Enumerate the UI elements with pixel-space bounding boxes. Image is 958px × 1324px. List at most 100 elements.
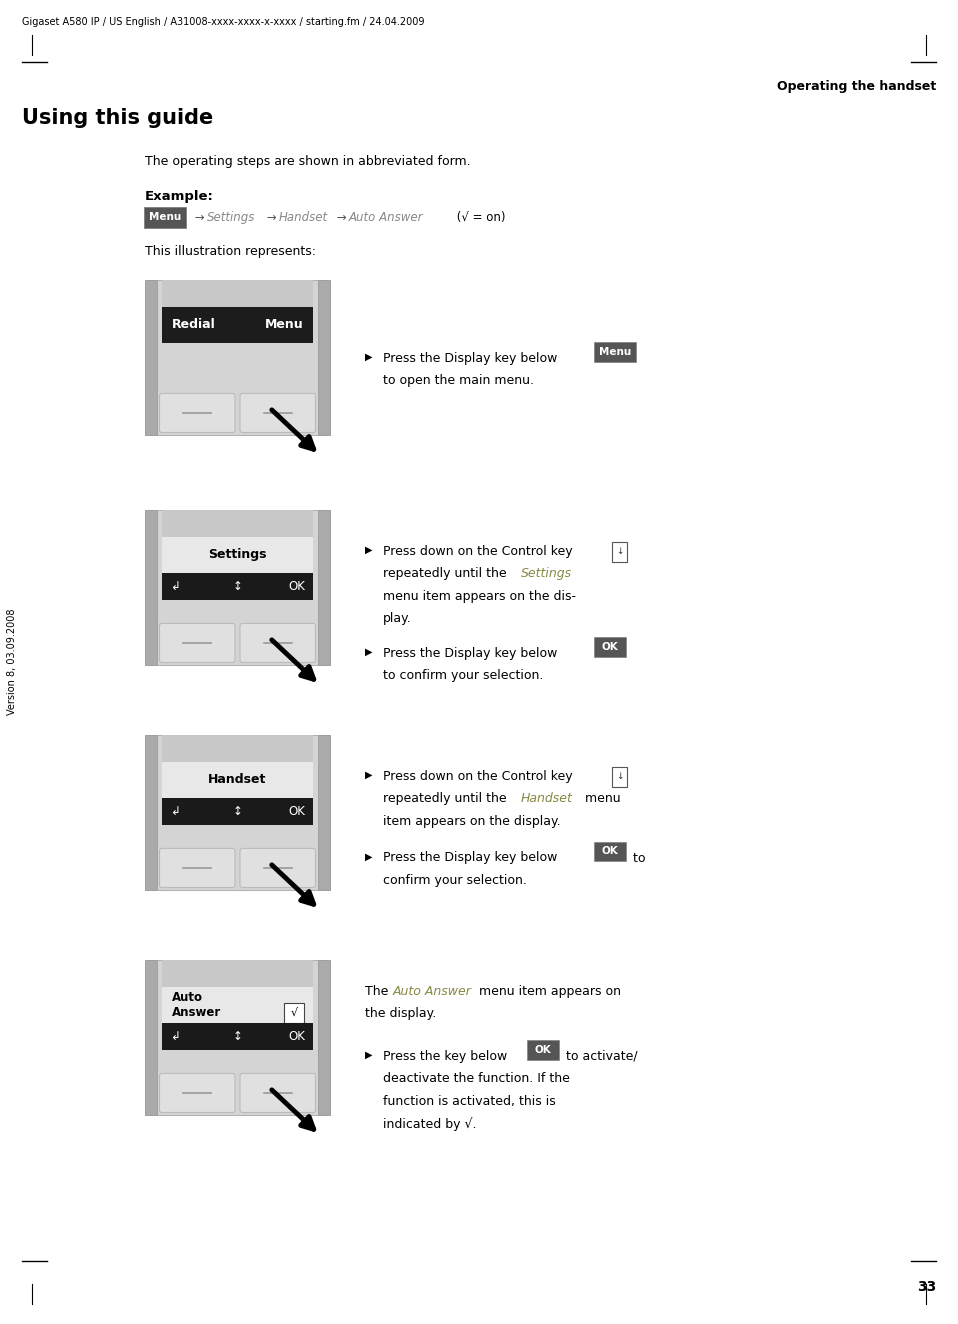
Text: ▶: ▶ bbox=[365, 851, 373, 862]
Bar bbox=[318, 279, 330, 436]
Text: (√ = on): (√ = on) bbox=[453, 211, 506, 224]
Text: to: to bbox=[629, 851, 646, 865]
Text: to activate/: to activate/ bbox=[562, 1050, 638, 1063]
Text: OK: OK bbox=[288, 580, 305, 593]
Text: Auto Answer: Auto Answer bbox=[349, 211, 423, 224]
Text: OK: OK bbox=[535, 1045, 552, 1055]
Text: menu item appears on the dis-: menu item appears on the dis- bbox=[383, 591, 576, 602]
Text: →: → bbox=[333, 211, 351, 224]
Text: to open the main menu.: to open the main menu. bbox=[383, 375, 534, 388]
Bar bbox=[162, 1023, 313, 1050]
Bar bbox=[162, 573, 313, 600]
Text: function is activated, this is: function is activated, this is bbox=[383, 1095, 556, 1108]
Bar bbox=[157, 735, 318, 890]
Text: Using this guide: Using this guide bbox=[22, 109, 214, 128]
Bar bbox=[318, 735, 330, 890]
Bar bbox=[145, 510, 157, 665]
Bar bbox=[157, 510, 318, 665]
Text: menu: menu bbox=[581, 793, 621, 805]
Text: Gigaset A580 IP / US English / A31008-xxxx-xxxx-x-xxxx / starting.fm / 24.04.200: Gigaset A580 IP / US English / A31008-xx… bbox=[22, 17, 424, 26]
Bar bbox=[145, 279, 157, 436]
Text: Handset: Handset bbox=[521, 793, 573, 805]
Text: ▶: ▶ bbox=[365, 771, 373, 780]
Bar bbox=[157, 960, 318, 1115]
Bar bbox=[318, 960, 330, 1115]
Bar bbox=[162, 960, 313, 986]
Text: Press the Display key below: Press the Display key below bbox=[383, 352, 561, 365]
Text: √: √ bbox=[290, 1008, 298, 1018]
Text: Redial: Redial bbox=[172, 319, 216, 331]
Text: OK: OK bbox=[602, 642, 618, 651]
Text: Settings: Settings bbox=[521, 568, 572, 580]
Bar bbox=[318, 510, 330, 665]
Text: Version 8, 03.09.2008: Version 8, 03.09.2008 bbox=[7, 609, 17, 715]
Text: OK: OK bbox=[602, 846, 618, 857]
Text: ↓: ↓ bbox=[616, 772, 624, 781]
Text: Example:: Example: bbox=[145, 191, 214, 203]
Text: Handset: Handset bbox=[208, 773, 266, 786]
Text: ▶: ▶ bbox=[365, 647, 373, 657]
FancyBboxPatch shape bbox=[527, 1041, 559, 1059]
Text: Press the key below: Press the key below bbox=[383, 1050, 512, 1063]
Text: This illustration represents:: This illustration represents: bbox=[145, 245, 316, 258]
Text: ▶: ▶ bbox=[365, 545, 373, 555]
Text: Auto Answer: Auto Answer bbox=[393, 985, 472, 998]
Text: confirm your selection.: confirm your selection. bbox=[383, 874, 527, 887]
Text: Press down on the Control key: Press down on the Control key bbox=[383, 771, 577, 782]
FancyBboxPatch shape bbox=[159, 849, 235, 887]
Bar bbox=[162, 986, 313, 1023]
Text: to confirm your selection.: to confirm your selection. bbox=[383, 670, 543, 682]
Text: Handset: Handset bbox=[279, 211, 329, 224]
Text: Press the Display key below: Press the Display key below bbox=[383, 851, 561, 865]
FancyBboxPatch shape bbox=[144, 207, 186, 228]
Text: The: The bbox=[365, 985, 393, 998]
Bar bbox=[162, 798, 313, 825]
Bar bbox=[162, 763, 313, 798]
FancyBboxPatch shape bbox=[594, 342, 636, 361]
Text: Auto: Auto bbox=[172, 990, 203, 1004]
Bar bbox=[157, 279, 318, 436]
Text: menu item appears on: menu item appears on bbox=[475, 985, 621, 998]
Bar bbox=[145, 960, 157, 1115]
FancyBboxPatch shape bbox=[159, 1074, 235, 1112]
Text: OK: OK bbox=[288, 1030, 305, 1043]
Text: ↲: ↲ bbox=[170, 1030, 180, 1043]
Text: 33: 33 bbox=[917, 1280, 936, 1294]
Bar bbox=[162, 307, 313, 343]
FancyBboxPatch shape bbox=[612, 767, 627, 786]
Text: Menu: Menu bbox=[148, 212, 181, 222]
Text: Operating the handset: Operating the handset bbox=[777, 79, 936, 93]
Text: play.: play. bbox=[383, 613, 412, 625]
Bar bbox=[162, 510, 313, 538]
FancyBboxPatch shape bbox=[240, 393, 315, 433]
Bar bbox=[162, 735, 313, 763]
Text: indicated by √.: indicated by √. bbox=[383, 1117, 476, 1131]
FancyBboxPatch shape bbox=[240, 624, 315, 662]
FancyBboxPatch shape bbox=[594, 637, 626, 657]
Text: ↕: ↕ bbox=[233, 1030, 242, 1043]
FancyBboxPatch shape bbox=[612, 542, 627, 561]
Text: The operating steps are shown in abbreviated form.: The operating steps are shown in abbrevi… bbox=[145, 155, 470, 168]
FancyBboxPatch shape bbox=[240, 1074, 315, 1112]
Text: repeatedly until the: repeatedly until the bbox=[383, 568, 511, 580]
Bar bbox=[162, 538, 313, 573]
Text: →: → bbox=[263, 211, 281, 224]
Bar bbox=[145, 735, 157, 890]
FancyBboxPatch shape bbox=[240, 849, 315, 887]
Text: deactivate the function. If the: deactivate the function. If the bbox=[383, 1072, 570, 1086]
Text: item appears on the display.: item appears on the display. bbox=[383, 816, 560, 828]
Bar bbox=[162, 279, 313, 307]
Text: the display.: the display. bbox=[365, 1008, 436, 1021]
Text: Answer: Answer bbox=[172, 1006, 221, 1019]
FancyBboxPatch shape bbox=[159, 624, 235, 662]
FancyBboxPatch shape bbox=[284, 1002, 304, 1023]
Text: repeatedly until the: repeatedly until the bbox=[383, 793, 511, 805]
Text: ↓: ↓ bbox=[616, 548, 624, 556]
Text: →: → bbox=[191, 211, 209, 224]
Text: ↲: ↲ bbox=[170, 580, 180, 593]
Text: OK: OK bbox=[288, 805, 305, 818]
Text: ▶: ▶ bbox=[365, 1050, 373, 1061]
Text: ↲: ↲ bbox=[170, 805, 180, 818]
Text: Menu: Menu bbox=[599, 347, 631, 357]
Text: Menu: Menu bbox=[264, 319, 303, 331]
